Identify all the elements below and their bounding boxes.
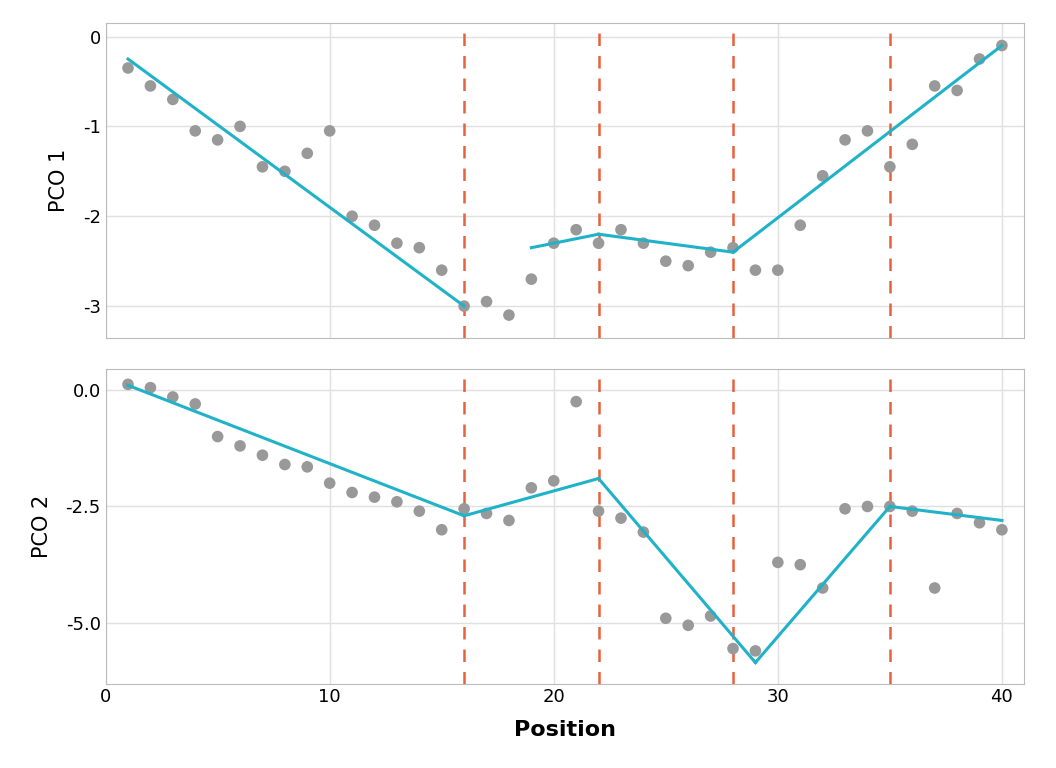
- Point: [277, 458, 294, 471]
- Point: [792, 219, 809, 231]
- Point: [299, 461, 316, 473]
- Y-axis label: PCO 1: PCO 1: [49, 149, 69, 212]
- Point: [836, 134, 853, 146]
- Point: [545, 237, 562, 250]
- Point: [747, 645, 763, 657]
- Point: [231, 440, 248, 452]
- Point: [411, 505, 428, 518]
- Point: [904, 505, 921, 518]
- X-axis label: Position: Position: [514, 720, 616, 740]
- Point: [119, 62, 136, 74]
- Point: [814, 582, 831, 594]
- Point: [882, 500, 899, 512]
- Point: [165, 93, 182, 105]
- Point: [657, 612, 674, 624]
- Point: [478, 508, 495, 520]
- Point: [321, 124, 338, 137]
- Point: [948, 508, 965, 520]
- Point: [635, 237, 652, 250]
- Point: [231, 121, 248, 133]
- Point: [389, 495, 406, 508]
- Point: [523, 273, 540, 285]
- Point: [165, 391, 182, 403]
- Point: [456, 300, 473, 313]
- Point: [612, 223, 629, 236]
- Point: [859, 500, 875, 512]
- Point: [747, 264, 763, 276]
- Point: [972, 517, 988, 529]
- Point: [590, 237, 607, 250]
- Point: [209, 134, 226, 146]
- Point: [657, 255, 674, 267]
- Point: [343, 486, 360, 498]
- Point: [501, 309, 517, 321]
- Point: [770, 264, 787, 276]
- Point: [612, 512, 629, 525]
- Point: [389, 237, 406, 250]
- Point: [142, 382, 158, 394]
- Point: [523, 482, 540, 494]
- Point: [321, 477, 338, 489]
- Point: [366, 219, 383, 231]
- Point: [770, 556, 787, 568]
- Point: [814, 170, 831, 182]
- Point: [568, 223, 585, 236]
- Point: [836, 502, 853, 515]
- Point: [882, 161, 899, 173]
- Point: [926, 80, 943, 92]
- Point: [433, 524, 450, 536]
- Point: [590, 505, 607, 518]
- Point: [859, 124, 875, 137]
- Point: [501, 515, 517, 527]
- Point: [187, 124, 204, 137]
- Point: [635, 526, 652, 538]
- Point: [478, 296, 495, 308]
- Point: [254, 449, 271, 462]
- Point: [680, 260, 697, 272]
- Point: [994, 524, 1011, 536]
- Point: [972, 53, 988, 65]
- Point: [209, 430, 226, 442]
- Point: [187, 398, 204, 410]
- Point: [545, 475, 562, 487]
- Point: [254, 161, 271, 173]
- Y-axis label: PCO 2: PCO 2: [32, 495, 52, 558]
- Point: [433, 264, 450, 276]
- Point: [724, 242, 741, 254]
- Point: [702, 610, 719, 622]
- Point: [680, 619, 697, 631]
- Point: [702, 246, 719, 258]
- Point: [366, 491, 383, 503]
- Point: [994, 39, 1011, 51]
- Point: [948, 84, 965, 97]
- Point: [299, 147, 316, 160]
- Point: [411, 242, 428, 254]
- Point: [119, 378, 136, 390]
- Point: [724, 642, 741, 654]
- Point: [456, 502, 473, 515]
- Point: [343, 210, 360, 223]
- Point: [142, 80, 158, 92]
- Point: [277, 165, 294, 177]
- Point: [568, 396, 585, 408]
- Point: [904, 138, 921, 151]
- Point: [926, 582, 943, 594]
- Point: [792, 558, 809, 571]
